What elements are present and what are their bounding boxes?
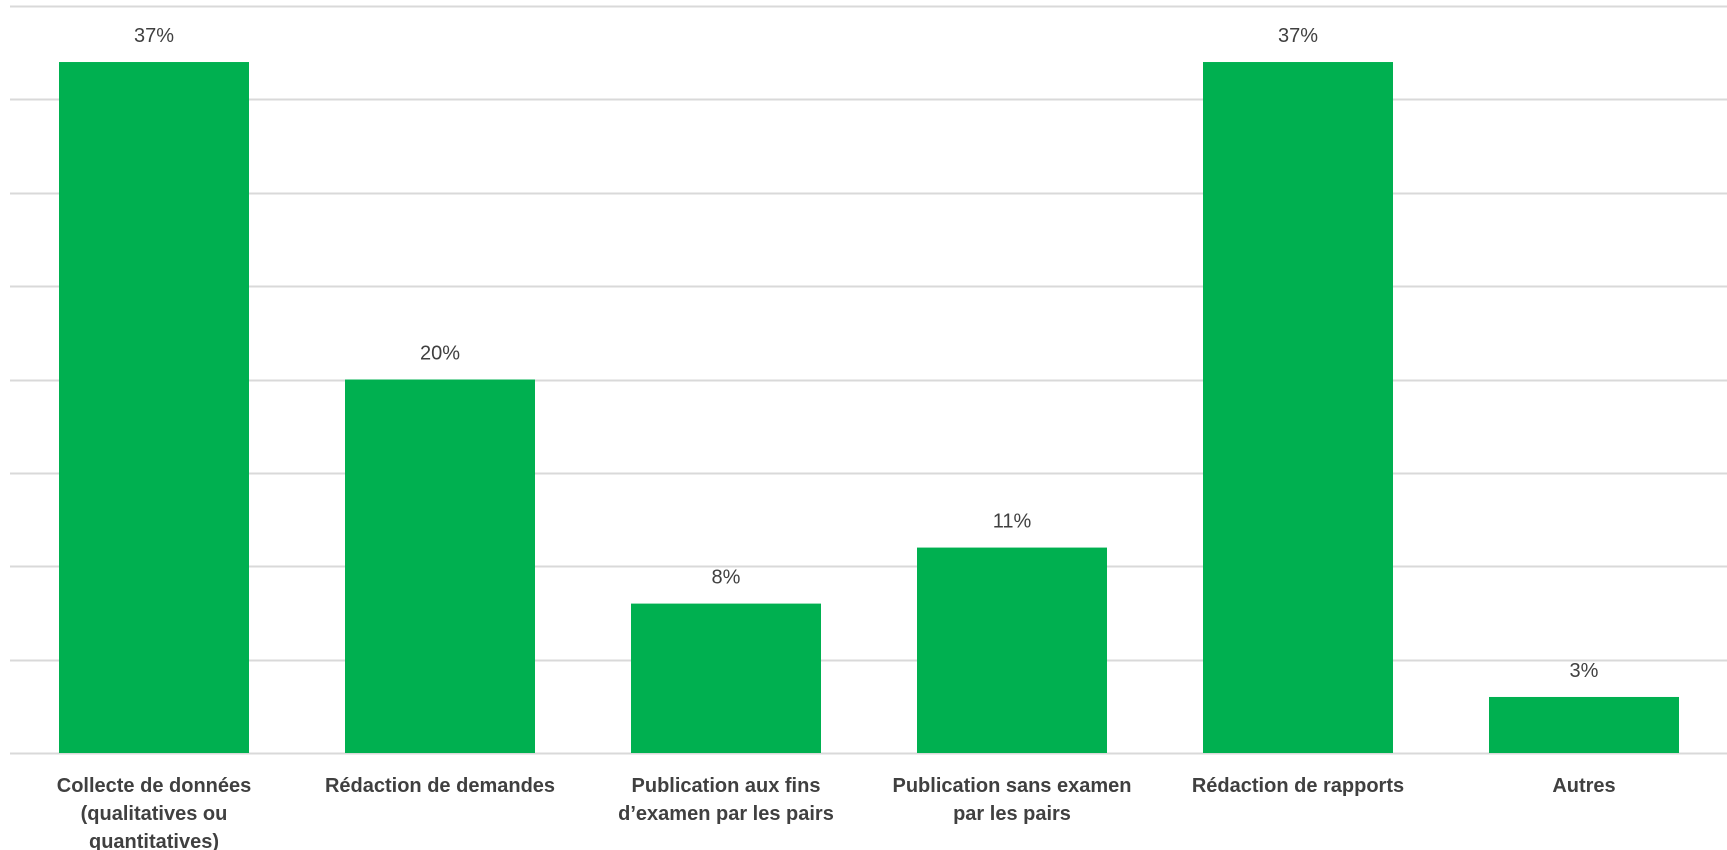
data-label: 11% bbox=[993, 511, 1032, 533]
x-tick-label-line: Rédaction de demandes bbox=[325, 775, 555, 797]
x-tick-label: Collecte de données (qualitatives ou quant… bbox=[57, 775, 252, 850]
x-tick-label-line: d’examen par les pairs bbox=[618, 803, 834, 825]
bars bbox=[59, 62, 1679, 753]
x-tick-label-line: Collecte de données bbox=[57, 775, 252, 797]
x-tick-label: Publication sans examen par les pairs bbox=[893, 775, 1132, 825]
bar bbox=[1203, 62, 1393, 753]
x-axis-labels: Collecte de données (qualitatives ou quant… bbox=[57, 775, 1616, 850]
bar bbox=[59, 62, 249, 753]
x-tick-label-line: Autres bbox=[1552, 775, 1615, 797]
bar bbox=[917, 547, 1107, 753]
data-label: 8% bbox=[712, 567, 741, 589]
data-labels: 37% 20% 8% 11% 37% 3% bbox=[134, 25, 1599, 682]
x-tick-label-line: Publication sans examen bbox=[893, 775, 1132, 797]
x-tick-label: Publication aux fins d’examen par les pai… bbox=[618, 775, 834, 825]
x-tick-label-line: Rédaction de rapports bbox=[1192, 775, 1404, 797]
bar bbox=[631, 603, 821, 753]
x-tick-label-line: quantitatives) bbox=[89, 831, 219, 850]
x-tick-label-line: Publication aux fins bbox=[632, 775, 821, 797]
gridlines bbox=[10, 5, 1727, 755]
data-label: 20% bbox=[420, 343, 460, 365]
x-tick-label: Rédaction de demandes bbox=[325, 775, 555, 797]
data-label: 3% bbox=[1570, 660, 1599, 682]
data-label: 37% bbox=[134, 25, 174, 47]
x-tick-label: Rédaction de rapports bbox=[1192, 775, 1404, 797]
bar bbox=[345, 379, 535, 753]
bar bbox=[1489, 696, 1679, 753]
x-tick-label-line: (qualitatives ou bbox=[81, 803, 228, 825]
x-tick-label-line: par les pairs bbox=[953, 803, 1071, 825]
data-label: 37% bbox=[1278, 25, 1318, 47]
x-tick-label: Autres bbox=[1552, 775, 1615, 797]
